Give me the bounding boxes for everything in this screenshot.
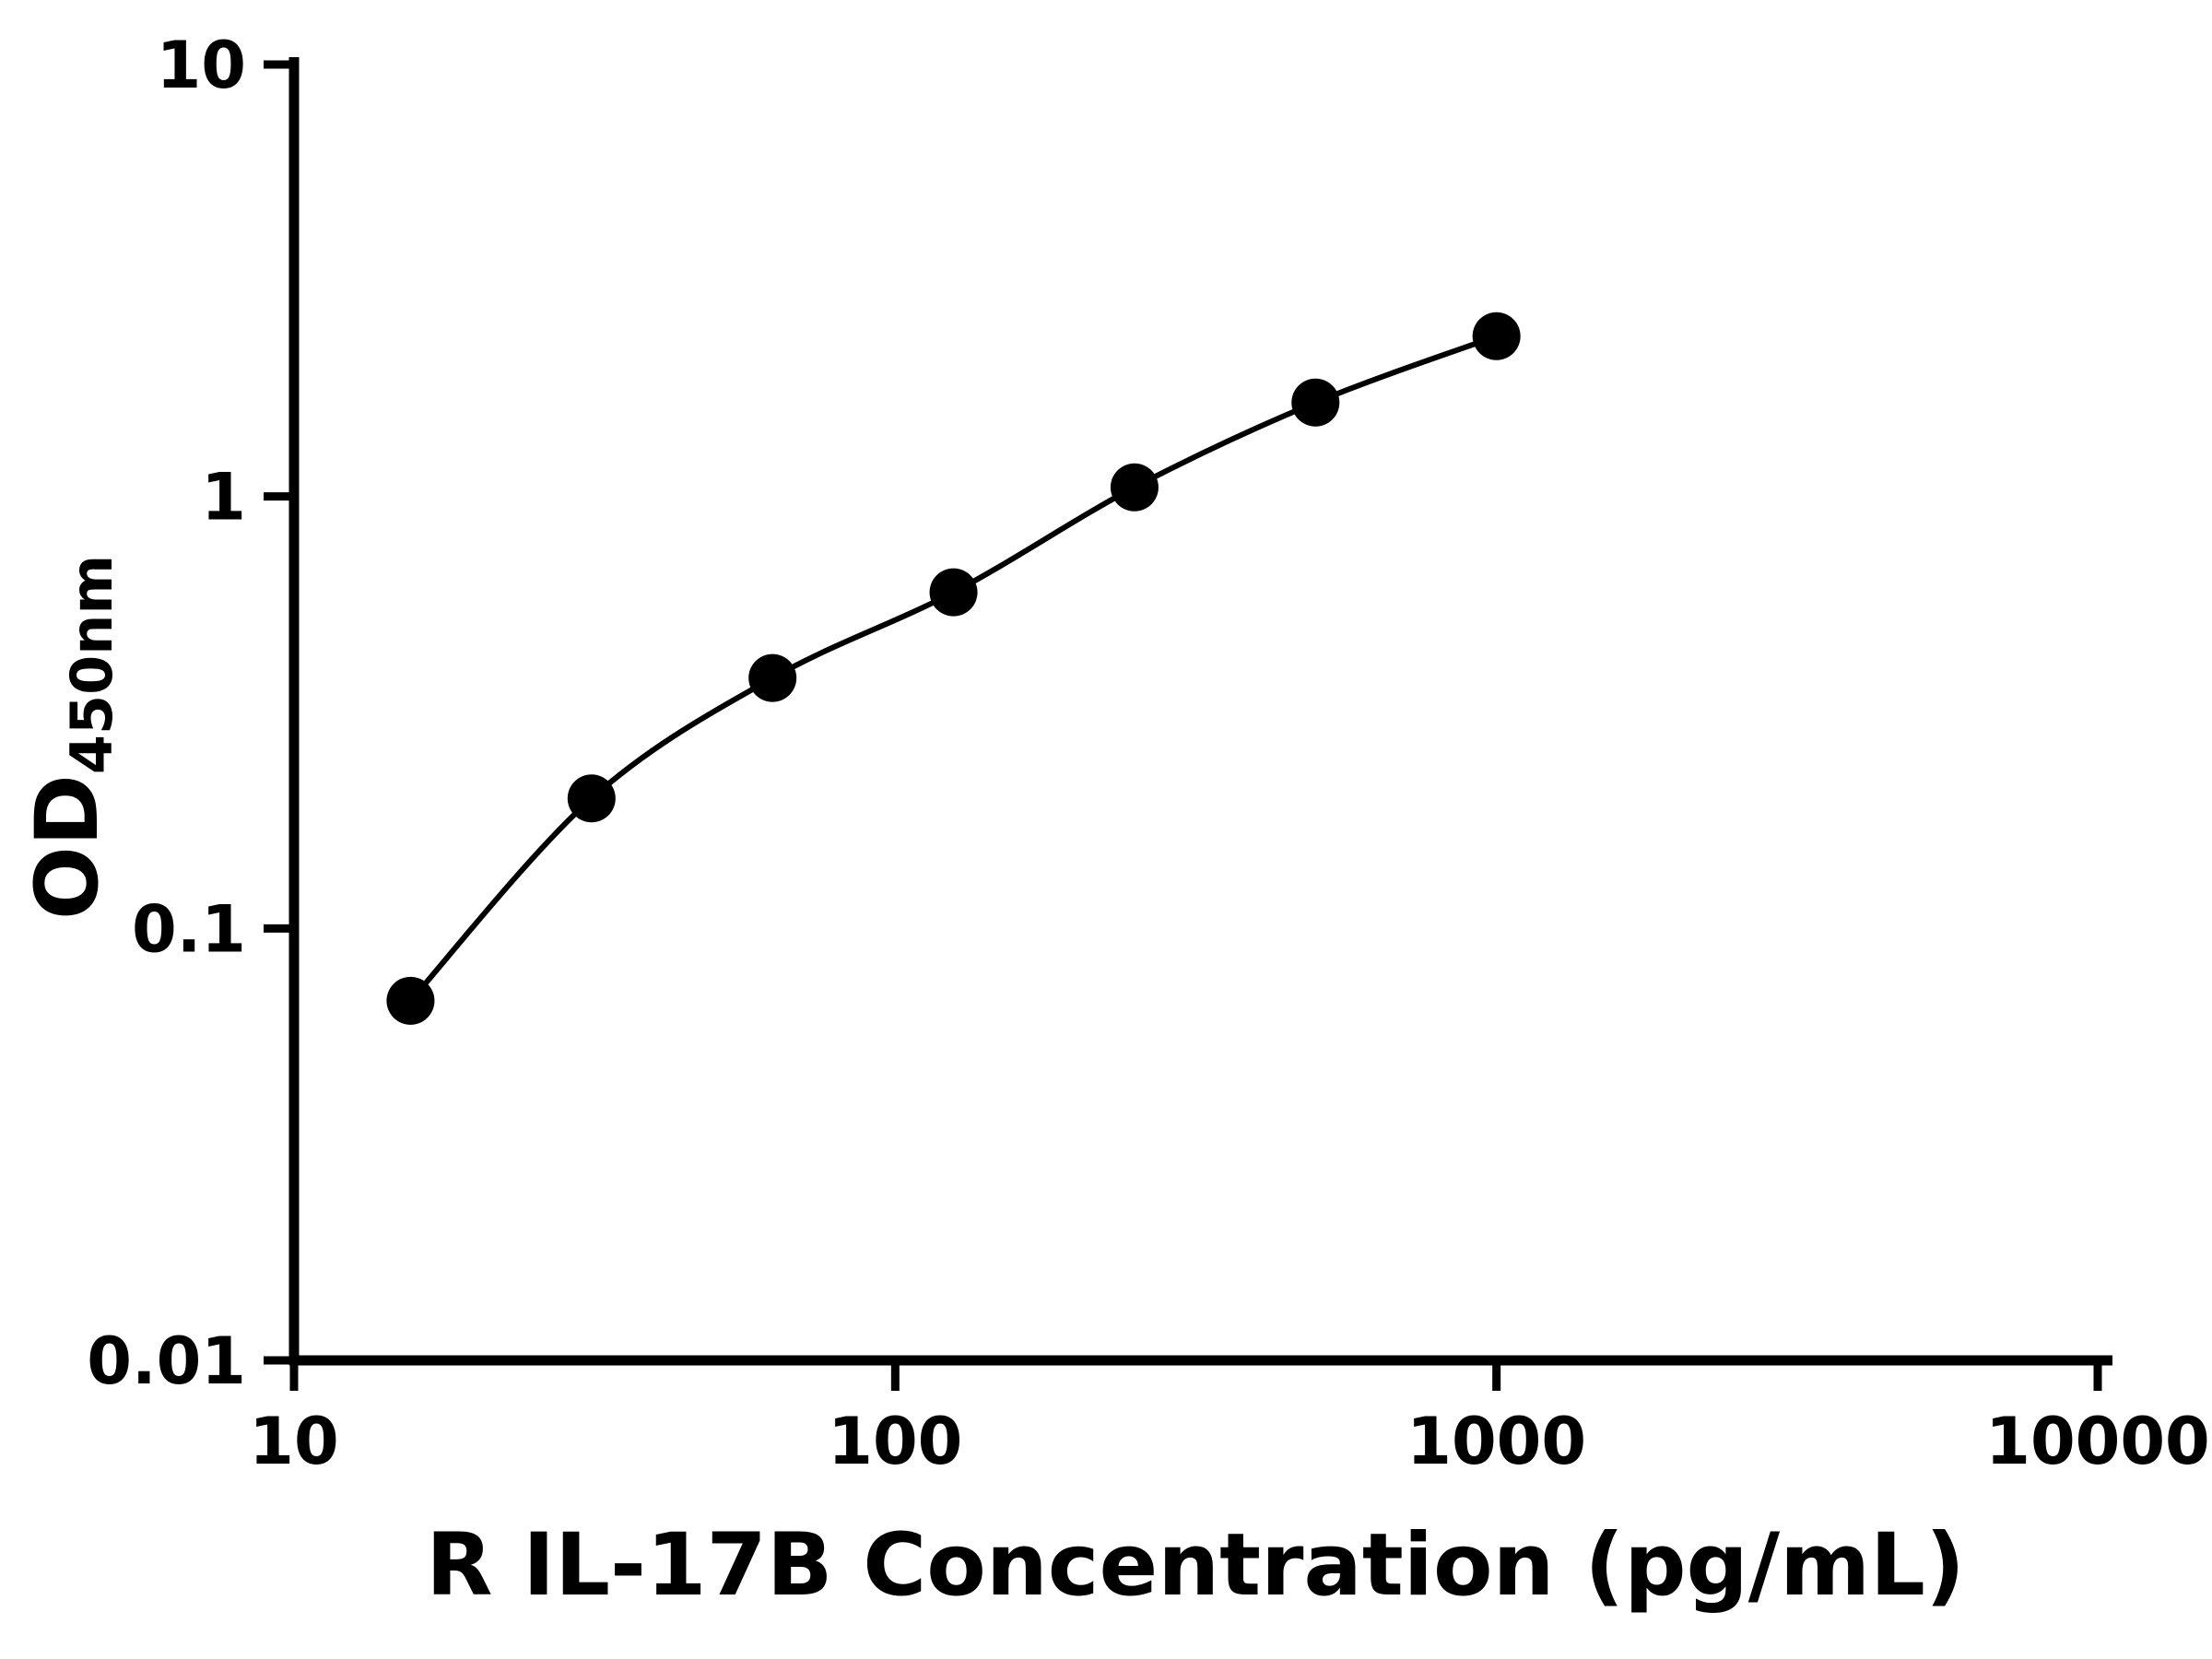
y-axis-title-main: OD [18, 774, 118, 920]
x-tick-label: 100 [828, 1404, 962, 1479]
data-point-marker [929, 568, 978, 617]
x-tick-label: 10 [249, 1404, 338, 1479]
data-point-marker [748, 653, 797, 702]
x-tick-label: 1000 [1406, 1404, 1586, 1479]
y-tick-label: 0.01 [87, 1324, 246, 1399]
y-tick-label: 10 [157, 28, 246, 103]
y-axis-title: OD450nm [18, 555, 125, 920]
x-tick-label: 10000 [1985, 1404, 2210, 1479]
data-point-marker [1110, 463, 1159, 512]
data-point-marker [386, 976, 435, 1025]
data-point-marker [567, 774, 616, 823]
data-point-marker [1472, 312, 1521, 360]
data-point-marker [1291, 378, 1340, 427]
y-tick-label: 0.1 [132, 891, 246, 967]
y-tick-label: 1 [201, 460, 246, 535]
y-axis-title-sub: 450nm [58, 555, 125, 774]
fit-curve [408, 333, 1498, 1003]
x-axis-title: R IL-17B Concentration (pg/mL) [426, 1515, 1965, 1616]
